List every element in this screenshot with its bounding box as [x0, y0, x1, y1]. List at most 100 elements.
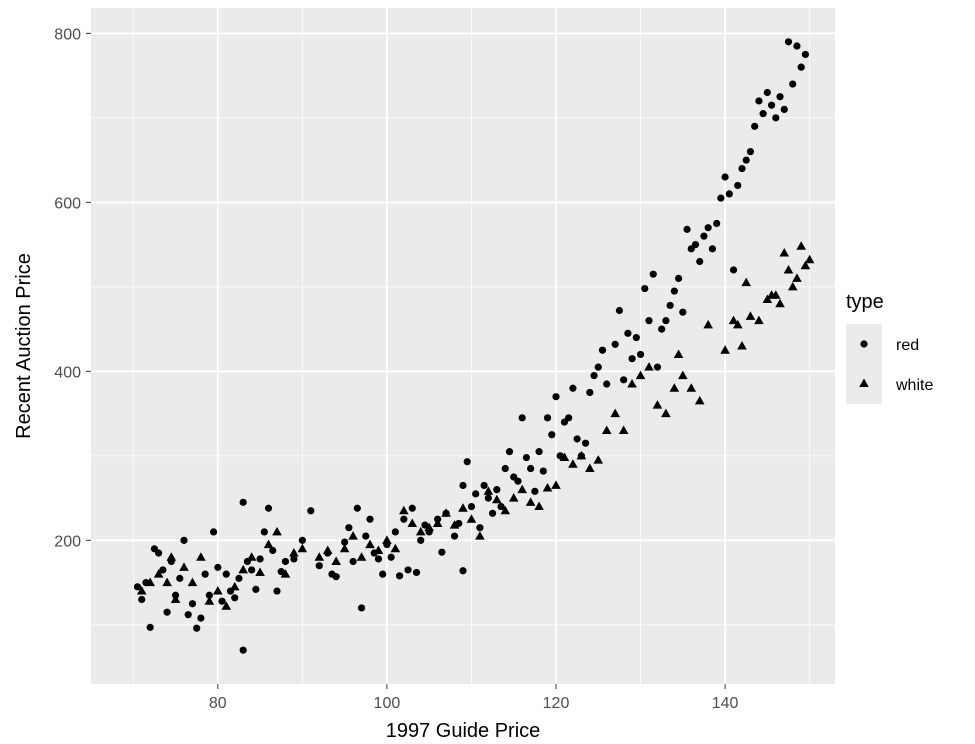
point-white — [500, 505, 511, 515]
point-red — [497, 502, 505, 511]
point-red — [674, 274, 683, 282]
x-axis-title: 1997 Guide Price — [386, 720, 541, 742]
point-red — [476, 524, 484, 532]
point-white — [618, 425, 629, 434]
point-red — [260, 528, 268, 536]
point-red — [742, 156, 750, 164]
point-white — [399, 505, 409, 515]
point-white — [196, 552, 206, 561]
point-white — [170, 594, 181, 603]
point-white — [525, 497, 536, 506]
point-white — [732, 319, 743, 329]
point-red — [188, 600, 197, 608]
point-red — [620, 376, 628, 384]
point-red — [645, 317, 653, 325]
point-red — [725, 190, 733, 198]
point-white — [673, 349, 684, 358]
point-white — [407, 518, 418, 527]
point-white — [627, 379, 637, 388]
point-red — [670, 287, 678, 295]
point-red — [767, 101, 776, 109]
point-white — [475, 531, 485, 540]
legend-key-red-circle — [860, 340, 868, 348]
point-white — [568, 459, 578, 468]
point-white — [289, 548, 299, 557]
x-tick-label: 80 — [209, 695, 227, 712]
point-red — [421, 521, 429, 529]
point-white — [610, 408, 620, 418]
point-white — [390, 543, 401, 553]
point-red — [552, 393, 560, 401]
x-axis-ticks: 80 100 120 140 — [209, 684, 739, 712]
point-red — [248, 566, 256, 574]
point-white — [517, 484, 527, 494]
point-white — [255, 567, 265, 576]
point-red — [214, 563, 222, 571]
point-white — [179, 562, 189, 571]
point-white — [787, 281, 798, 291]
point-white — [356, 552, 367, 561]
point-red — [366, 515, 374, 523]
point-red — [488, 509, 497, 517]
point-white — [204, 596, 215, 605]
point-red — [801, 50, 810, 59]
point-white — [804, 254, 815, 264]
point-red — [586, 388, 594, 397]
point-red — [746, 148, 755, 156]
point-red — [459, 481, 467, 490]
point-red — [133, 583, 142, 591]
y-tick-label: 400 — [54, 364, 81, 381]
point-white — [783, 264, 794, 274]
y-tick-label: 600 — [54, 195, 81, 212]
point-red — [493, 486, 501, 494]
point-white — [348, 531, 358, 540]
point-red — [197, 614, 205, 622]
point-white — [322, 545, 333, 554]
point-white — [415, 526, 426, 536]
point-red — [472, 490, 480, 498]
point-red — [463, 458, 471, 466]
point-white — [331, 556, 341, 565]
point-white — [508, 493, 519, 502]
plot-panel — [91, 8, 835, 684]
point-red — [514, 477, 522, 485]
point-red — [357, 604, 366, 612]
point-white — [246, 552, 257, 561]
point-white — [741, 277, 752, 287]
point-white — [297, 543, 308, 553]
legend-label-red: red — [896, 337, 919, 354]
point-red — [387, 553, 395, 561]
point-white — [686, 383, 697, 392]
point-red — [603, 380, 611, 388]
point-red — [573, 435, 581, 443]
point-red — [501, 464, 509, 473]
point-white — [458, 503, 468, 512]
point-red — [632, 333, 640, 342]
point-red — [417, 536, 425, 544]
point-red — [484, 494, 492, 502]
legend-label-white: white — [895, 377, 933, 394]
point-red — [598, 346, 607, 354]
point-white — [166, 552, 177, 561]
point-red — [717, 194, 725, 202]
point-red — [379, 570, 387, 578]
data-points — [133, 38, 815, 654]
point-white — [652, 400, 663, 409]
point-red — [315, 562, 323, 570]
point-red — [281, 557, 290, 566]
point-white — [432, 518, 443, 527]
point-red — [332, 573, 340, 581]
point-red — [666, 301, 674, 310]
point-white — [694, 395, 705, 405]
point-red — [700, 232, 708, 240]
point-red — [565, 414, 573, 422]
point-red — [653, 363, 662, 371]
point-red — [683, 225, 691, 233]
point-white — [187, 577, 198, 587]
point-red — [611, 340, 619, 348]
point-red — [290, 555, 298, 563]
point-red — [345, 524, 353, 532]
point-red — [450, 532, 459, 540]
point-red — [412, 568, 421, 577]
